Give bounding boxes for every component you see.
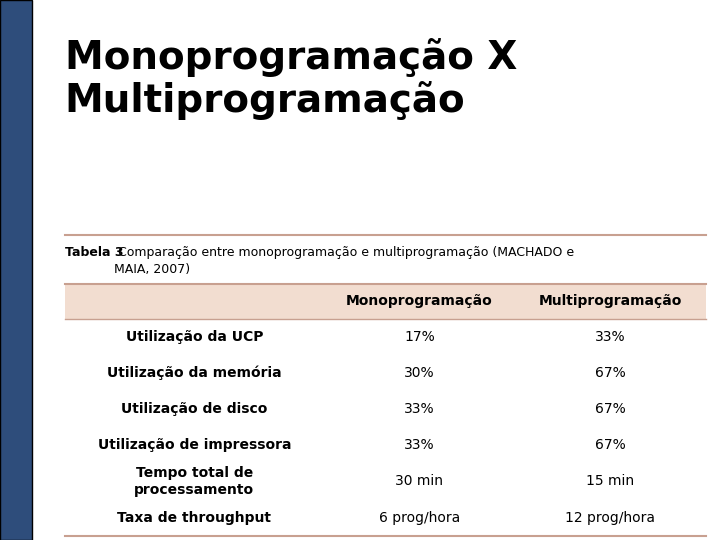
Text: 30%: 30% bbox=[404, 366, 435, 380]
Text: 6 prog/hora: 6 prog/hora bbox=[379, 511, 460, 524]
Text: 33%: 33% bbox=[595, 330, 626, 343]
Text: Utilização de impressora: Utilização de impressora bbox=[98, 438, 291, 452]
Text: Utilização de disco: Utilização de disco bbox=[121, 402, 268, 416]
Text: 15 min: 15 min bbox=[586, 475, 634, 488]
Text: 33%: 33% bbox=[404, 438, 435, 452]
FancyBboxPatch shape bbox=[65, 284, 706, 319]
Text: 12 prog/hora: 12 prog/hora bbox=[565, 511, 655, 524]
Text: Taxa de throughput: Taxa de throughput bbox=[117, 511, 271, 524]
Text: 67%: 67% bbox=[595, 366, 626, 380]
Text: Comparação entre monoprogramação e multiprogramação (MACHADO e
MAIA, 2007): Comparação entre monoprogramação e multi… bbox=[114, 246, 574, 276]
Text: 17%: 17% bbox=[404, 330, 435, 343]
Text: Monoprogramação X
Multiprogramação: Monoprogramação X Multiprogramação bbox=[65, 38, 517, 120]
Text: Utilização da UCP: Utilização da UCP bbox=[126, 330, 263, 343]
Text: 67%: 67% bbox=[595, 438, 626, 452]
Text: Tabela 3: Tabela 3 bbox=[65, 246, 123, 259]
Text: Tempo total de
processamento: Tempo total de processamento bbox=[135, 467, 254, 496]
Text: 33%: 33% bbox=[404, 402, 435, 416]
Text: 30 min: 30 min bbox=[395, 475, 444, 488]
Text: Utilização da memória: Utilização da memória bbox=[107, 366, 282, 380]
FancyBboxPatch shape bbox=[0, 0, 32, 540]
Text: Multiprogramação: Multiprogramação bbox=[539, 294, 682, 308]
Text: Monoprogramação: Monoprogramação bbox=[346, 294, 492, 308]
Text: 67%: 67% bbox=[595, 402, 626, 416]
